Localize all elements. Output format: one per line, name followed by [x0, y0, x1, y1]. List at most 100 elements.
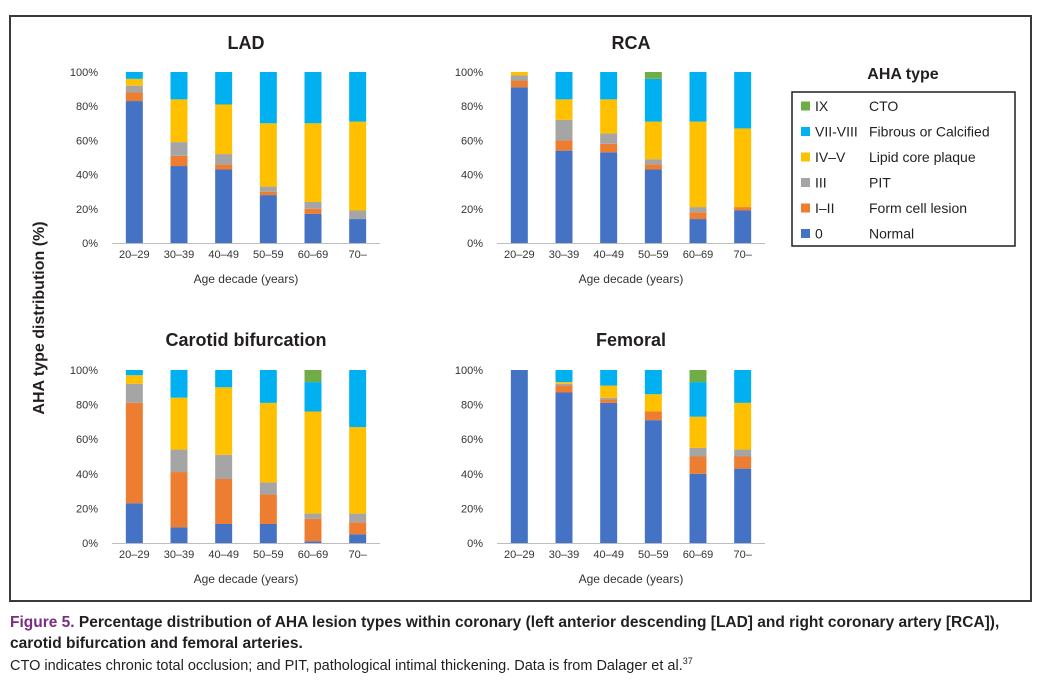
- rca-chart-title: RCA: [612, 33, 651, 53]
- lad-x-tick-label: 60–69: [298, 249, 329, 261]
- carotid-bar-segment: [215, 387, 233, 455]
- lad-bar-segment: [125, 72, 143, 79]
- lad-bar-segment: [259, 186, 277, 192]
- figure-frame: [9, 15, 1032, 602]
- legend-box: [791, 91, 1016, 247]
- lad-bar-segment: [170, 155, 188, 167]
- carotid-y-tick-label: 60%: [76, 434, 98, 446]
- rca-bar-segment: [689, 212, 707, 220]
- rca-bar-segment: [644, 121, 662, 160]
- carotid-bar-segment: [259, 482, 277, 495]
- femoral-y-tick-label: 0%: [467, 538, 483, 550]
- figure-note: CTO indicates chronic total occlusion; a…: [10, 656, 1040, 674]
- femoral-bar-segment: [734, 456, 752, 469]
- rca-bar-segment: [555, 72, 573, 100]
- femoral-bar-segment: [644, 411, 662, 421]
- femoral-y-tick-label: 100%: [455, 365, 483, 377]
- rca-bar-segment: [644, 78, 662, 122]
- rca-bar-segment: [734, 210, 752, 243]
- femoral-bar-segment: [600, 397, 618, 400]
- carotid-x-axis-title: Age decade (years): [194, 572, 299, 586]
- rca-bar-segment: [734, 72, 752, 129]
- femoral-bar-segment: [555, 370, 573, 383]
- femoral-x-axis-title: Age decade (years): [579, 572, 684, 586]
- lad-bar-segment: [215, 169, 233, 243]
- lad-bar-segment: [170, 166, 188, 243]
- rca-bar-segment: [600, 143, 618, 153]
- femoral-bar-segment: [555, 383, 573, 386]
- y-axis-title: AHA type distribution (%): [31, 221, 48, 414]
- legend-code: III: [815, 175, 827, 191]
- lad-bar-segment: [125, 78, 143, 86]
- carotid-bar-segment: [349, 534, 367, 543]
- carotid-bar-segment: [170, 370, 188, 398]
- femoral-bar-segment: [555, 392, 573, 543]
- carotid-bar-segment: [125, 383, 143, 403]
- femoral-bar-segment: [689, 456, 707, 474]
- lad-x-tick-label: 30–39: [164, 249, 195, 261]
- femoral-bar-segment: [555, 385, 573, 393]
- figure-note-reference: 37: [682, 656, 693, 666]
- rca-bar-segment: [510, 80, 528, 88]
- legend-title: AHA type: [867, 66, 939, 83]
- rca-bar-segment: [600, 152, 618, 243]
- lad-bar-segment: [349, 72, 367, 122]
- femoral-bar-segment: [734, 402, 752, 450]
- legend-swatch: [801, 127, 810, 136]
- femoral-y-tick-label: 60%: [461, 434, 483, 446]
- rca-bar-segment: [644, 169, 662, 243]
- lad-y-tick-label: 40%: [76, 170, 98, 182]
- carotid-bar-segment: [170, 472, 188, 528]
- femoral-chart-title: Femoral: [596, 330, 666, 350]
- carotid-bar-segment: [349, 370, 367, 428]
- femoral-bar-segment: [600, 402, 618, 543]
- lad-bar-segment: [125, 85, 143, 93]
- femoral-x-tick-label: 50–59: [638, 549, 669, 561]
- carotid-bar-segment: [170, 449, 188, 473]
- carotid-bar-segment: [170, 397, 188, 450]
- figure-title: Percentage distribution of AHA lesion ty…: [10, 614, 1000, 652]
- rca-bar-segment: [510, 87, 528, 243]
- lad-bar-segment: [304, 201, 322, 209]
- lad-bar-segment: [170, 99, 188, 143]
- carotid-bar-segment: [170, 527, 188, 543]
- femoral-x-tick-label: 60–69: [683, 549, 714, 561]
- carotid-bar-segment: [125, 375, 143, 384]
- lad-bar-segment: [349, 210, 367, 220]
- carotid-bar-segment: [125, 370, 143, 376]
- femoral-bar-segment: [734, 449, 752, 457]
- figure-label: Figure 5.: [10, 614, 75, 631]
- rca-y-tick-label: 20%: [461, 204, 483, 216]
- carotid-bar-segment: [304, 518, 322, 542]
- lad-y-tick-label: 0%: [82, 238, 98, 250]
- legend-label: Lipid core plaque: [869, 149, 976, 165]
- femoral-y-tick-label: 20%: [461, 503, 483, 515]
- lad-chart-title: LAD: [228, 33, 265, 53]
- lad-bar-segment: [215, 164, 233, 170]
- carotid-bar-segment: [215, 523, 233, 543]
- lad-bar-segment: [170, 142, 188, 156]
- carotid-bar-segment: [215, 370, 233, 388]
- carotid-y-tick-label: 0%: [82, 538, 98, 550]
- rca-bar-segment: [689, 121, 707, 208]
- rca-y-tick-label: 0%: [467, 238, 483, 250]
- femoral-y-tick-label: 80%: [461, 400, 483, 412]
- femoral-bar-segment: [734, 370, 752, 403]
- rca-bar-segment: [644, 72, 662, 79]
- carotid-y-tick-label: 40%: [76, 469, 98, 481]
- lad-bar-segment: [215, 154, 233, 165]
- lad-bar-segment: [215, 72, 233, 105]
- rca-y-tick-label: 80%: [461, 101, 483, 113]
- rca-y-tick-label: 40%: [461, 170, 483, 182]
- rca-bar-segment: [689, 219, 707, 243]
- carotid-bar-segment: [349, 427, 367, 514]
- rca-x-axis-title: Age decade (years): [579, 272, 684, 286]
- lad-bar-segment: [259, 123, 277, 187]
- carotid-bar-segment: [304, 513, 322, 519]
- lad-bar-segment: [349, 219, 367, 243]
- carotid-x-tick-label: 70–: [348, 549, 367, 561]
- carotid-bar-segment: [304, 411, 322, 514]
- lad-x-tick-label: 20–29: [119, 249, 150, 261]
- carotid-bar-segment: [215, 478, 233, 524]
- carotid-bar-segment: [125, 402, 143, 504]
